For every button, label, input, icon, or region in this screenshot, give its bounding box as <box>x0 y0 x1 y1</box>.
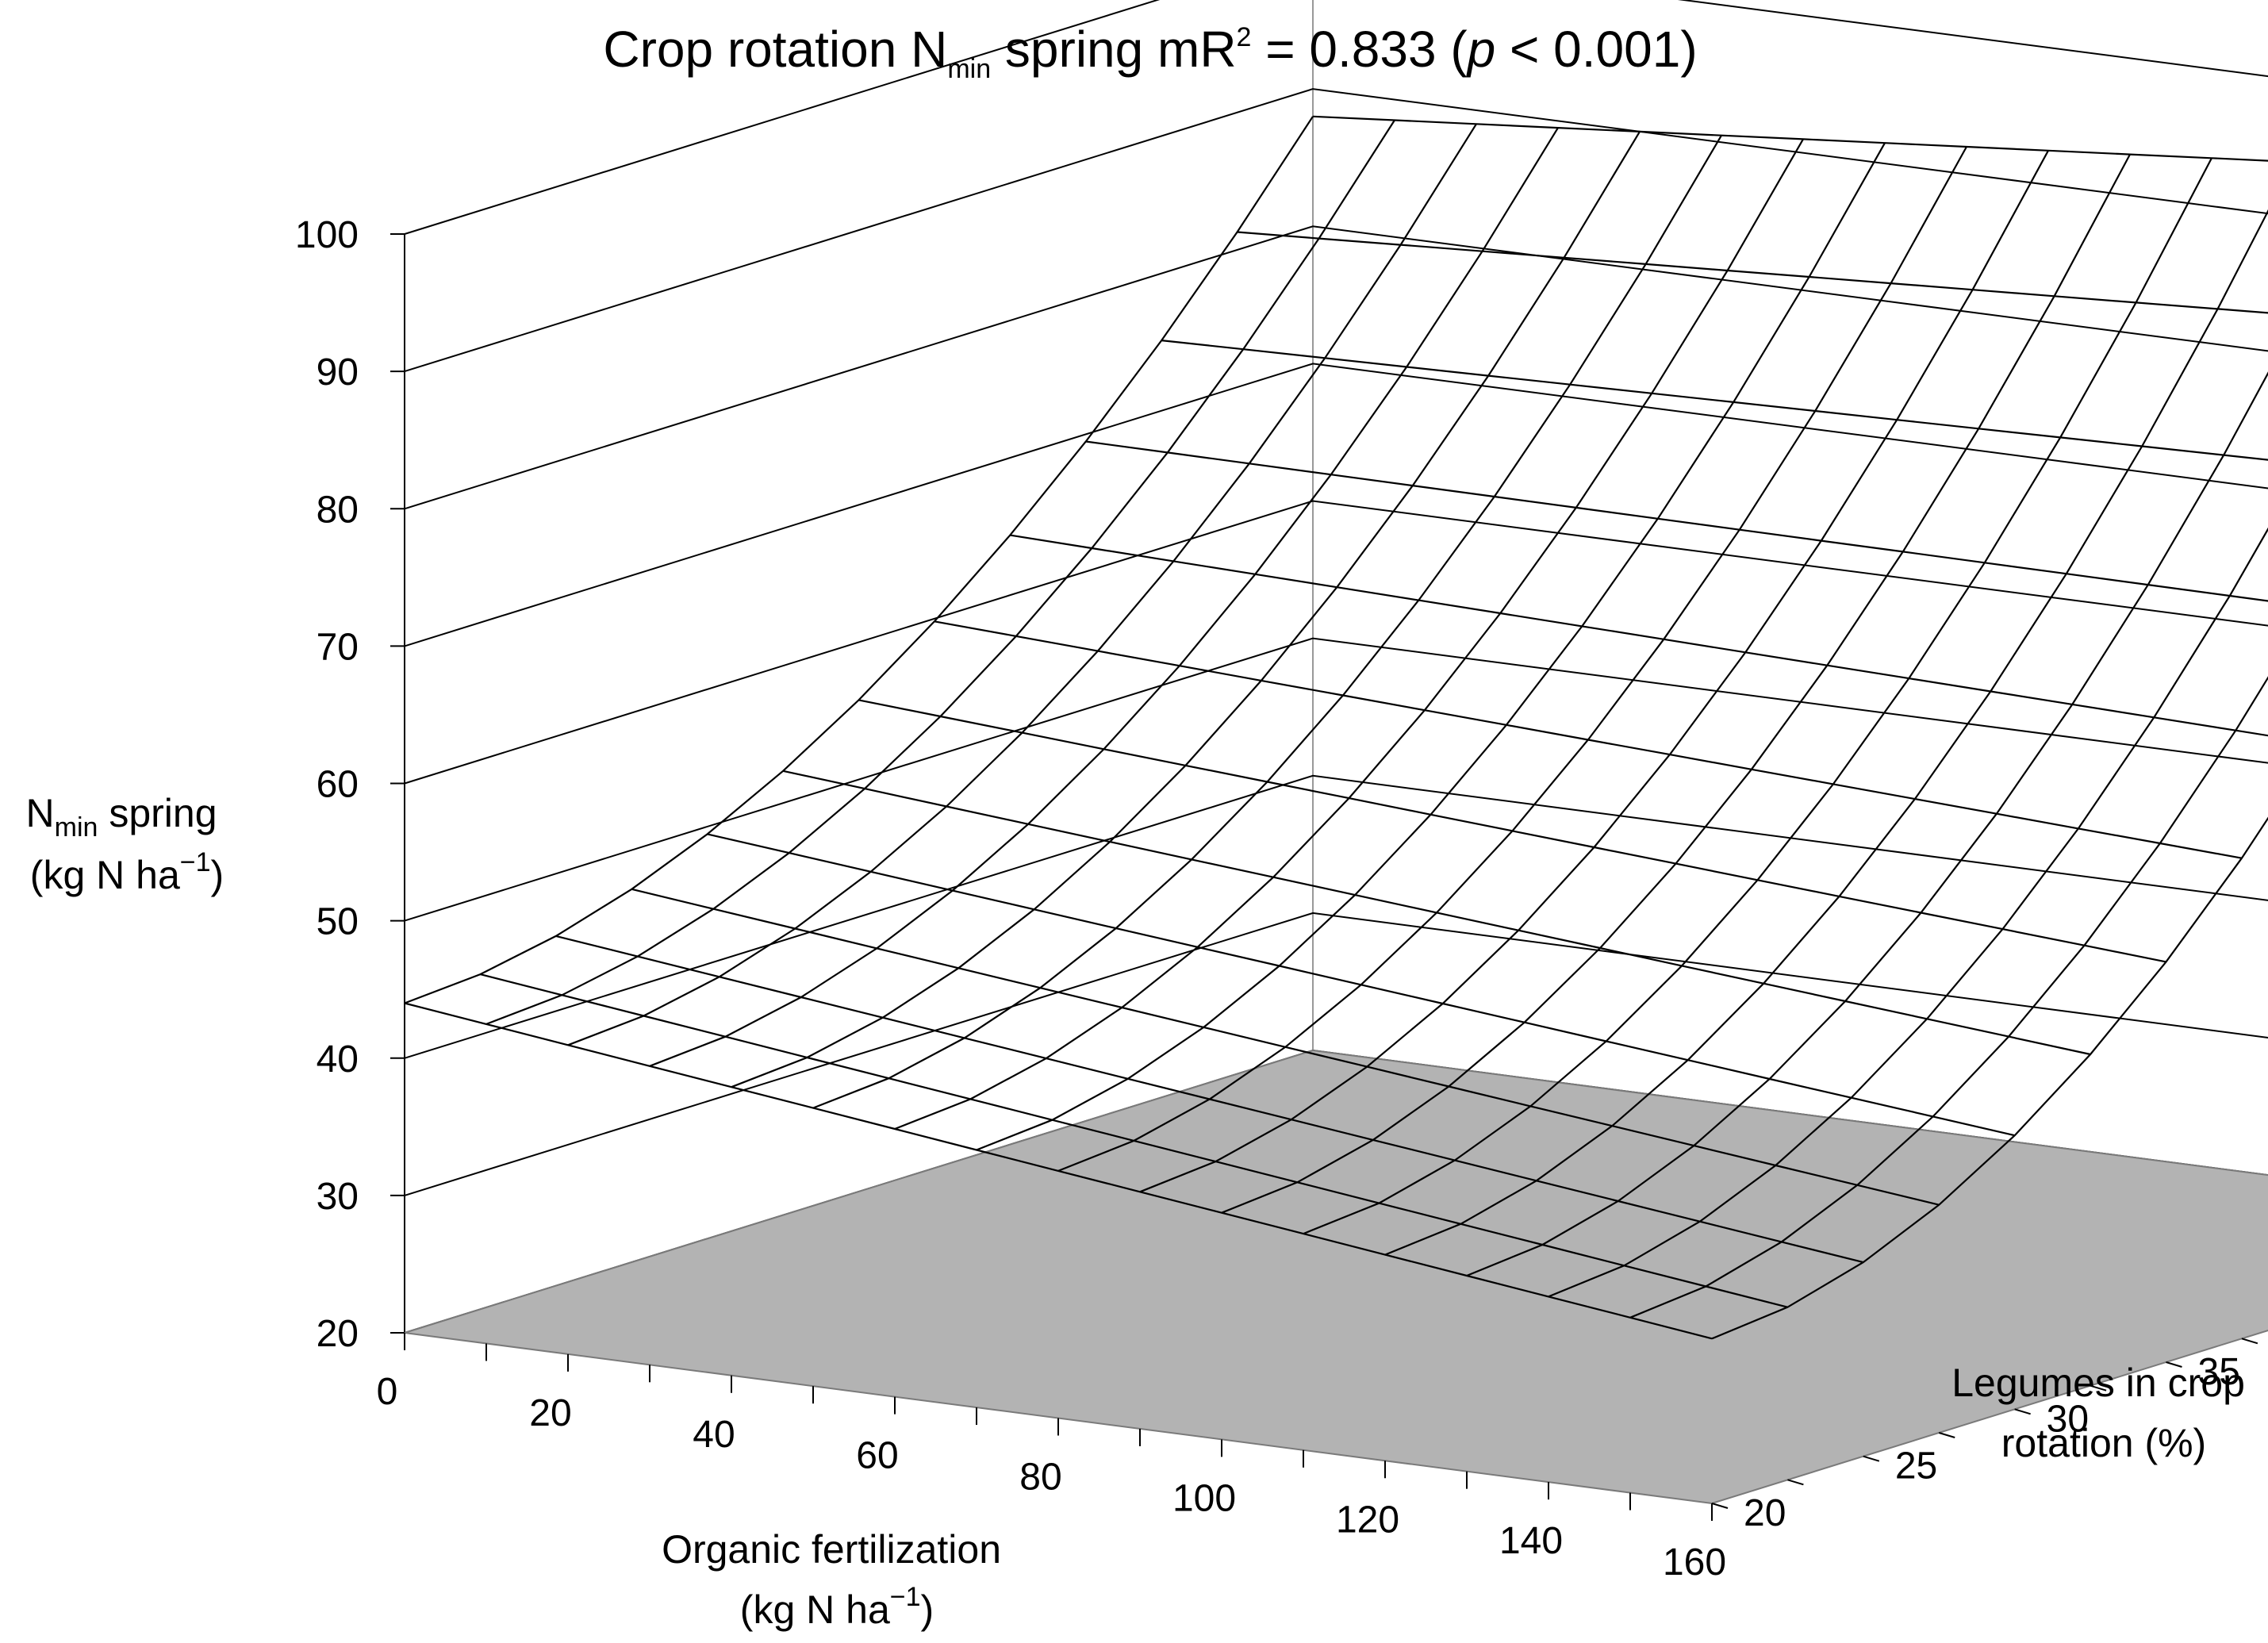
y-tick-mark <box>1711 1503 1729 1509</box>
x-axis-title: Organic fertilization (kg N ha−1) <box>662 1527 1012 1632</box>
x-tick-label: 0 <box>377 1371 398 1413</box>
y-axis-title: Legumes in crop rotation (%) <box>1951 1361 2256 1465</box>
surface-line-x <box>894 138 1804 1131</box>
surface-line-x <box>485 119 1395 1025</box>
surface-line-x <box>1057 146 1967 1172</box>
y-tick-mark <box>2166 1361 2182 1368</box>
z-tick-label: 50 <box>317 901 359 943</box>
z-tick-label: 60 <box>317 764 359 806</box>
wall-gridline <box>404 363 2268 647</box>
z-tick-label: 40 <box>317 1038 359 1081</box>
y-tick-mark <box>1787 1479 1804 1486</box>
y-tick-mark <box>1863 1455 1880 1462</box>
x-tick-label: 80 <box>1019 1457 1061 1499</box>
surface-line-x <box>1466 371 2268 1277</box>
wall-gridline <box>404 912 2268 1196</box>
floor-plane <box>404 1049 2268 1505</box>
x-tick-label: 40 <box>693 1414 735 1456</box>
floor <box>404 1049 2268 1505</box>
wall-gridline <box>404 88 2268 373</box>
wall-gridline <box>404 225 2268 510</box>
surface-line-x <box>567 123 1477 1046</box>
z-tick-label: 20 <box>317 1313 359 1355</box>
y-tick-mark <box>1938 1432 1955 1438</box>
z-tick-label: 80 <box>317 489 359 531</box>
axis-ticks: 20 30 40 50 60 70 80 90 100 0 20 40 60 80 100 120 140 160… <box>295 214 2258 1583</box>
y-tick-mark <box>2090 1384 2107 1392</box>
x-tick-label: 160 <box>1663 1541 1726 1583</box>
z-axis-title: Nmin spring (kg N ha−1) <box>26 791 228 897</box>
surface-line-x <box>1384 209 2268 1256</box>
x-tick-label: 120 <box>1336 1499 1399 1541</box>
z-tick-label: 90 <box>317 351 359 393</box>
y-tick-label: 25 <box>1895 1445 1937 1488</box>
y-tick-label: 35 <box>2198 1351 2240 1393</box>
surface-line-x <box>1139 150 2049 1193</box>
z-tick-label: 100 <box>295 214 359 256</box>
surface-line-x <box>404 116 1314 1004</box>
x-tick-label: 140 <box>1499 1520 1563 1562</box>
surface-line-x <box>731 131 1641 1088</box>
surface-line-x <box>1548 527 2268 1298</box>
surface-line-x <box>1221 154 2131 1214</box>
wall-gridline <box>404 774 2268 1059</box>
x-tick-label: 20 <box>529 1392 571 1434</box>
x-tick-label: 60 <box>856 1435 898 1477</box>
surface-line-y <box>1010 534 2268 737</box>
chart-title: Crop rotation Nmin spring mR2 = 0.833 (p… <box>603 21 1697 84</box>
y-tick-mark <box>2014 1408 2031 1415</box>
wall-gridline <box>404 0 2268 235</box>
surface-line-x <box>1629 676 2268 1319</box>
surface-mesh <box>404 115 2268 1340</box>
surface-line-x <box>1711 816 2268 1340</box>
surface-line-x <box>1303 157 2212 1235</box>
surface-line-x <box>649 127 1559 1067</box>
surface-line-y <box>1085 440 2268 602</box>
y-tick-label: 30 <box>2047 1398 2089 1440</box>
x-tick-label: 100 <box>1172 1477 1236 1519</box>
y-tick-label: 20 <box>1744 1492 1786 1534</box>
wall-gridline <box>404 500 2268 785</box>
surface-line-y <box>1312 115 2268 162</box>
z-tick-label: 70 <box>317 626 359 668</box>
y-tick-mark <box>2241 1338 2258 1345</box>
wall-gridline <box>404 637 2268 922</box>
z-tick-label: 30 <box>317 1176 359 1218</box>
surface-line-x <box>812 135 1722 1109</box>
surface-line-x <box>976 142 1886 1151</box>
